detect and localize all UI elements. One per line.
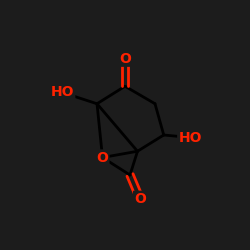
Text: O: O xyxy=(134,192,146,206)
Text: O: O xyxy=(96,150,108,164)
Text: HO: HO xyxy=(178,130,202,144)
Text: HO: HO xyxy=(51,86,74,100)
Text: O: O xyxy=(119,52,131,66)
